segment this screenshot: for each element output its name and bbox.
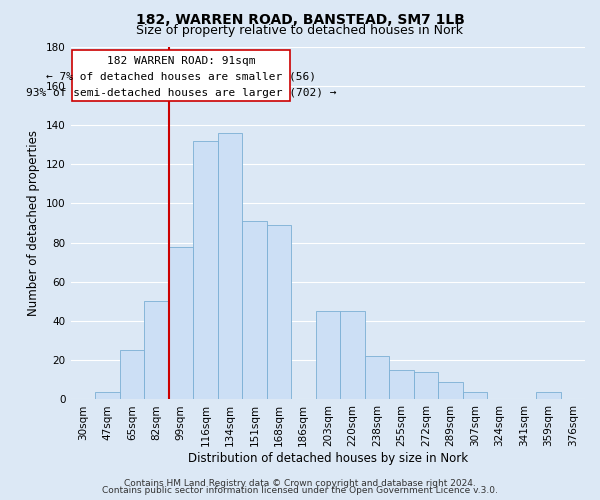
Text: 182, WARREN ROAD, BANSTEAD, SM7 1LB: 182, WARREN ROAD, BANSTEAD, SM7 1LB — [136, 12, 464, 26]
Bar — [242, 221, 266, 400]
Text: 182 WARREN ROAD: 91sqm: 182 WARREN ROAD: 91sqm — [107, 56, 255, 66]
Bar — [95, 392, 119, 400]
Bar — [169, 246, 193, 400]
Bar — [218, 133, 242, 400]
Bar — [365, 356, 389, 400]
Text: ← 7% of detached houses are smaller (56): ← 7% of detached houses are smaller (56) — [46, 72, 316, 82]
Bar — [316, 311, 340, 400]
Text: Contains public sector information licensed under the Open Government Licence v.: Contains public sector information licen… — [102, 486, 498, 495]
Text: Contains HM Land Registry data © Crown copyright and database right 2024.: Contains HM Land Registry data © Crown c… — [124, 478, 476, 488]
Bar — [536, 392, 560, 400]
Bar — [463, 392, 487, 400]
Bar — [389, 370, 413, 400]
Text: 93% of semi-detached houses are larger (702) →: 93% of semi-detached houses are larger (… — [26, 88, 336, 98]
Bar — [438, 382, 463, 400]
Bar — [193, 140, 218, 400]
Y-axis label: Number of detached properties: Number of detached properties — [28, 130, 40, 316]
X-axis label: Distribution of detached houses by size in Nork: Distribution of detached houses by size … — [188, 452, 468, 465]
Text: Size of property relative to detached houses in Nork: Size of property relative to detached ho… — [137, 24, 464, 37]
Bar — [144, 302, 169, 400]
FancyBboxPatch shape — [72, 50, 290, 102]
Bar — [266, 225, 291, 400]
Bar — [119, 350, 144, 400]
Bar — [340, 311, 365, 400]
Bar — [413, 372, 438, 400]
